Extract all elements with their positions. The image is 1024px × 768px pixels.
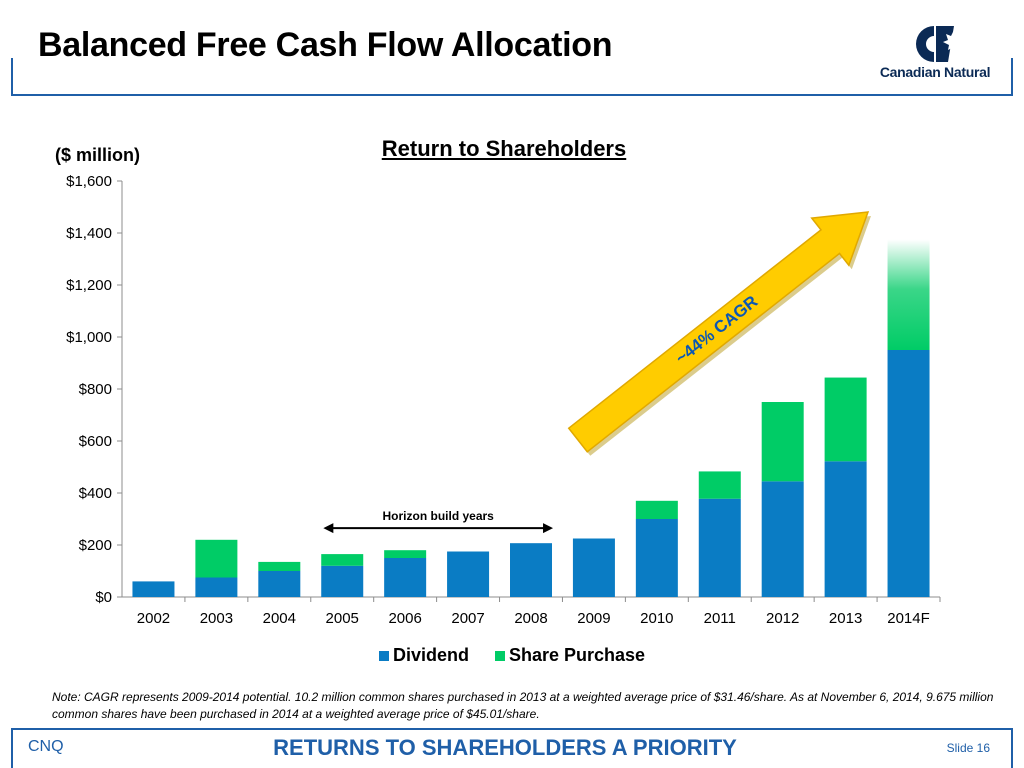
bar-dividend-2012 [761, 481, 804, 597]
bar-dividend-2009 [572, 538, 615, 597]
x-tick-label: 2008 [514, 610, 547, 627]
x-tick-label: 2009 [577, 610, 610, 627]
bar-dividend-2008 [510, 543, 552, 597]
x-tick-label: 2014F [887, 610, 930, 627]
y-tick-label: $1,600 [66, 173, 112, 190]
bar-share-purchase-2013 [824, 377, 867, 462]
legend-item-share-purchase: Share Purchase [494, 645, 646, 666]
y-axis-unit-label: ($ million) [55, 145, 140, 165]
bar-dividend-2002 [132, 581, 175, 597]
legend-item-dividend: Dividend [378, 645, 469, 666]
legend-swatch-dividend [378, 650, 389, 661]
bar-dividend-2006 [384, 558, 427, 597]
footer-frame [11, 728, 1013, 768]
ticker-label: CNQ [28, 738, 64, 755]
legend-label-dividend: Dividend [392, 645, 469, 665]
bar-dividend-2005 [321, 565, 364, 597]
horizon-arrow-right-head [543, 523, 554, 534]
footer-tagline: RETURNS TO SHAREHOLDERS A PRIORITY [273, 735, 737, 760]
bar-share-purchase-2003 [195, 539, 238, 578]
x-tick-label: 2010 [640, 610, 673, 627]
chart-title: Return to Shareholders [381, 136, 627, 161]
y-tick-label: $1,400 [66, 225, 112, 242]
cagr-arrow [567, 211, 871, 456]
horizon-arrow-left-head [323, 523, 334, 534]
slide-number: Slide 16 [946, 741, 990, 755]
bar-dividend-2007 [447, 551, 490, 597]
bar-share-purchase-2014F [887, 239, 930, 350]
canadian-natural-logo: Canadian Natural [870, 22, 1000, 84]
bar-dividend-2010 [635, 519, 678, 597]
y-tick-label: $400 [79, 485, 112, 502]
y-tick-label: $1,000 [66, 329, 112, 346]
y-tick-label: $600 [79, 433, 112, 450]
bar-dividend-2003 [195, 577, 238, 597]
x-tick-label: 2012 [766, 610, 799, 627]
bar-share-purchase-2005 [321, 554, 364, 566]
logo-text: Canadian Natural [879, 64, 991, 80]
x-tick-label: 2013 [829, 610, 862, 627]
logo-mark-icon [916, 26, 965, 62]
chart-legend: Dividend Share Purchase [0, 645, 1024, 666]
y-tick-label: $200 [79, 537, 112, 554]
x-tick-label: 2007 [451, 610, 484, 627]
y-tick-label: $800 [79, 381, 112, 398]
footnote: Note: CAGR represents 2009-2014 potentia… [52, 690, 994, 721]
x-tick-label: 2011 [704, 610, 736, 627]
legend-swatch-share-purchase [494, 650, 505, 661]
horizon-annotation: Horizon build years [383, 509, 495, 523]
stacked-bar-chart: $0 $200 $400 $600 $800 $1,000 $1,200 $1,400 $1,6… [66, 173, 941, 627]
bar-share-purchase-2010 [635, 500, 678, 519]
bar-dividend-2011 [698, 498, 741, 597]
x-tick-label: 2002 [137, 610, 170, 627]
y-tick-label: $1,200 [66, 277, 112, 294]
x-tick-label: 2005 [326, 610, 359, 627]
legend-label-share-purchase: Share Purchase [508, 645, 646, 665]
bar-share-purchase-2011 [698, 471, 741, 499]
header-frame [11, 58, 1013, 96]
x-tick-label: 2006 [388, 610, 421, 627]
bar-share-purchase-2006 [384, 550, 427, 558]
bar-dividend-2013 [824, 461, 867, 597]
slide-title: Balanced Free Cash Flow Allocation [38, 26, 613, 64]
bar-share-purchase-2012 [761, 402, 804, 482]
y-tick-label: $0 [95, 589, 112, 606]
bar-share-purchase-2004 [258, 561, 301, 571]
bar-dividend-2004 [258, 571, 301, 597]
x-tick-label: 2003 [200, 610, 233, 627]
bar-dividend-2014F [887, 350, 930, 597]
x-tick-label: 2004 [263, 610, 296, 627]
